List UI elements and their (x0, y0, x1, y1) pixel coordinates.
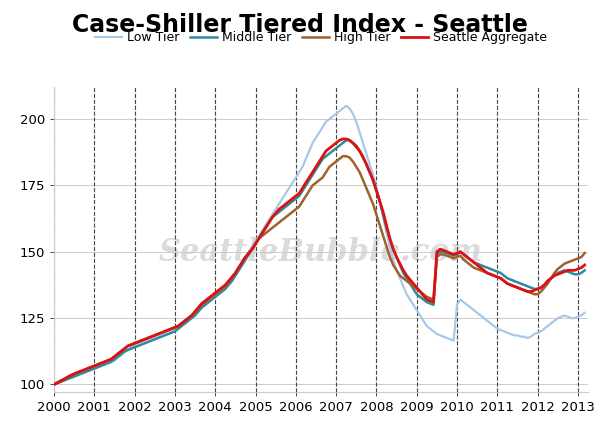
Low Tier (50, 382, 58, 387)
Middle Tier (343, 138, 350, 143)
Line: Seattle Aggregate: Seattle Aggregate (54, 139, 584, 385)
High Tier (198, 302, 205, 307)
Line: High Tier: High Tier (54, 156, 584, 385)
Seattle Aggregate (581, 262, 588, 268)
Seattle Aggregate (440, 248, 447, 253)
High Tier (500, 278, 508, 283)
Line: Middle Tier: Middle Tier (54, 140, 584, 385)
High Tier (393, 268, 400, 273)
Middle Tier (393, 255, 400, 260)
Low Tier (262, 223, 269, 228)
Low Tier (440, 334, 447, 339)
Seattle Aggregate (262, 225, 269, 231)
Low Tier (581, 310, 588, 315)
Middle Tier (262, 225, 269, 231)
Seattle Aggregate (339, 136, 346, 142)
Middle Tier (50, 382, 58, 387)
Text: Case-Shiller Tiered Index - Seattle: Case-Shiller Tiered Index - Seattle (72, 13, 528, 37)
Low Tier (221, 286, 229, 292)
High Tier (221, 284, 229, 289)
High Tier (50, 382, 58, 387)
Low Tier (500, 329, 508, 334)
Seattle Aggregate (221, 282, 229, 287)
Middle Tier (581, 268, 588, 273)
Seattle Aggregate (393, 255, 400, 260)
High Tier (440, 252, 447, 257)
Seattle Aggregate (50, 382, 58, 387)
Middle Tier (198, 305, 205, 310)
High Tier (581, 250, 588, 255)
Middle Tier (440, 249, 447, 254)
Legend: Low Tier, Middle Tier, High Tier, Seattle Aggregate: Low Tier, Middle Tier, High Tier, Seattl… (90, 26, 552, 49)
Seattle Aggregate (198, 301, 205, 306)
High Tier (339, 153, 346, 159)
Low Tier (393, 268, 400, 273)
Seattle Aggregate (500, 278, 508, 283)
Low Tier (343, 103, 350, 109)
Middle Tier (221, 286, 229, 292)
Text: SeattleBubble.com: SeattleBubble.com (159, 236, 483, 268)
Line: Low Tier: Low Tier (54, 106, 584, 385)
Middle Tier (500, 273, 508, 278)
Low Tier (198, 305, 205, 310)
High Tier (262, 231, 269, 236)
